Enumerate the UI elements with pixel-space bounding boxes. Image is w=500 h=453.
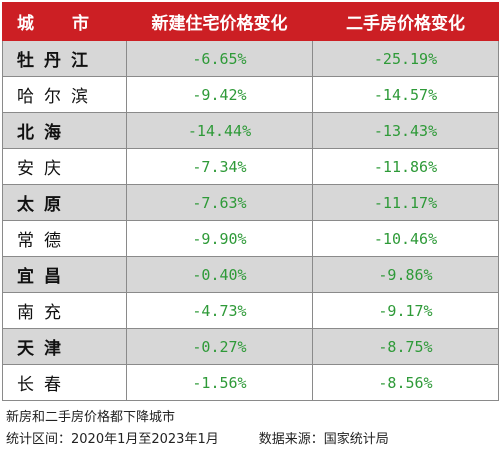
new-home-change-cell: -6.65%	[126, 40, 313, 77]
city-cell: 牡丹江	[2, 40, 127, 77]
stat-period: 统计区间：2020年1月至2023年1月	[6, 432, 219, 447]
new-home-change-cell: -9.42%	[126, 76, 313, 113]
city-cell: 宜昌	[2, 256, 127, 293]
second-hand-change-cell: -9.17%	[312, 292, 499, 329]
second-hand-change-cell: -25.19%	[312, 40, 499, 77]
new-home-change-cell: -0.40%	[126, 256, 313, 293]
city-cell: 北海	[2, 112, 127, 149]
price-change-table: 城市 新建住宅价格变化 二手房价格变化 牡丹江 -6.65% -25.19% 哈尔滨 -…	[2, 2, 499, 401]
header-city: 城市	[2, 2, 127, 41]
table-row: 南充 -4.73% -9.17%	[2, 292, 499, 329]
table-row: 常德 -9.90% -10.46%	[2, 220, 499, 257]
new-home-change-cell: -9.90%	[126, 220, 313, 257]
table-row: 宜昌 -0.40% -9.86%	[2, 256, 499, 293]
new-home-change-cell: -4.73%	[126, 292, 313, 329]
new-home-change-cell: -1.56%	[126, 364, 313, 401]
new-home-change-cell: -7.63%	[126, 184, 313, 221]
table-row: 长春 -1.56% -8.56%	[2, 364, 499, 401]
table-row: 太原 -7.63% -11.17%	[2, 184, 499, 221]
table-row: 北海 -14.44% -13.43%	[2, 112, 499, 149]
table-row: 哈尔滨 -9.42% -14.57%	[2, 76, 499, 113]
footer-notes: 统计区间：2020年1月至2023年1月 数据来源：国家统计局	[6, 428, 389, 447]
table-row: 牡丹江 -6.65% -25.19%	[2, 40, 499, 77]
table-row: 安庆 -7.34% -11.86%	[2, 148, 499, 185]
second-hand-change-cell: -9.86%	[312, 256, 499, 293]
table-caption: 新房和二手房价格都下降城市	[6, 410, 176, 425]
header-new-home-change: 新建住宅价格变化	[126, 2, 313, 41]
new-home-change-cell: -7.34%	[126, 148, 313, 185]
city-cell: 太原	[2, 184, 127, 221]
second-hand-change-cell: -10.46%	[312, 220, 499, 257]
new-home-change-cell: -0.27%	[126, 328, 313, 365]
city-cell: 安庆	[2, 148, 127, 185]
city-cell: 哈尔滨	[2, 76, 127, 113]
data-source: 数据来源：国家统计局	[258, 432, 389, 447]
second-hand-change-cell: -13.43%	[312, 112, 499, 149]
second-hand-change-cell: -11.17%	[312, 184, 499, 221]
city-cell: 长春	[2, 364, 127, 401]
table-row: 天津 -0.27% -8.75%	[2, 328, 499, 365]
table-header-row: 城市 新建住宅价格变化 二手房价格变化	[2, 2, 499, 41]
new-home-change-cell: -14.44%	[126, 112, 313, 149]
city-cell: 常德	[2, 220, 127, 257]
second-hand-change-cell: -8.75%	[312, 328, 499, 365]
second-hand-change-cell: -14.57%	[312, 76, 499, 113]
city-cell: 南充	[2, 292, 127, 329]
header-second-hand-change: 二手房价格变化	[312, 2, 499, 41]
second-hand-change-cell: -11.86%	[312, 148, 499, 185]
second-hand-change-cell: -8.56%	[312, 364, 499, 401]
city-cell: 天津	[2, 328, 127, 365]
